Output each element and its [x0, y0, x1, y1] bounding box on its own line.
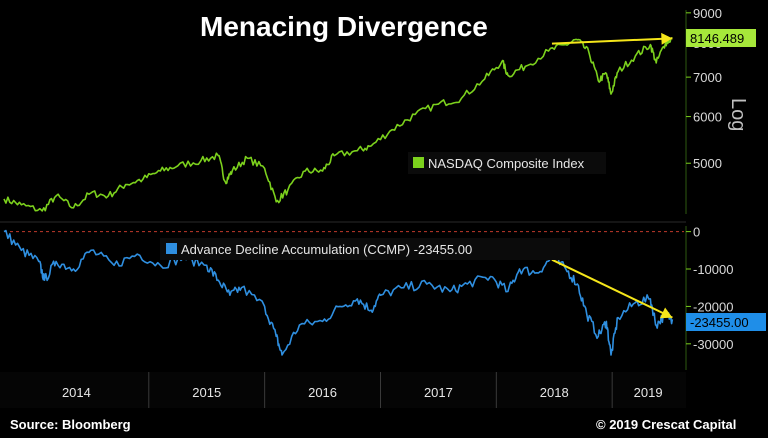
footer: Source: Bloomberg © 2019 Crescat Capital: [0, 410, 768, 438]
trend-arrow-shaft: [551, 258, 673, 319]
breadth-trend-arrow: [551, 258, 673, 319]
nasdaq-legend-label: NASDAQ Composite Index: [428, 156, 585, 171]
breadth-tick-label: -30000: [693, 337, 733, 352]
breadth-legend-swatch: [166, 243, 177, 254]
trend-arrow-head: [661, 32, 673, 45]
source-credit: Source: Bloomberg: [10, 417, 131, 432]
nasdaq-legend: NASDAQ Composite Index: [408, 152, 606, 174]
nasdaq-tick-label: 5000: [693, 156, 722, 171]
breadth-series-line: [3, 229, 674, 356]
nasdaq-legend-box: [408, 152, 606, 174]
trend-arrow-head: [659, 307, 673, 319]
breadth-tick-label: 0: [693, 225, 700, 240]
nasdaq-tick-label: 9000: [693, 6, 722, 21]
nasdaq-last-value-box: [686, 29, 756, 47]
year-label: 2016: [308, 385, 337, 400]
breadth-panel: 0 -10000 -20000 -30000 Advance Decline Accu…: [3, 225, 766, 370]
nasdaq-panel: Menacing Divergence 50006000700080009000…: [3, 6, 756, 214]
year-label: 2018: [540, 385, 569, 400]
year-label: 2015: [192, 385, 221, 400]
chart-title: Menacing Divergence: [200, 11, 488, 42]
nasdaq-last-value: 8146.489: [690, 31, 744, 46]
breadth-legend-label: Advance Decline Accumulation (CCMP) -234…: [181, 242, 472, 257]
breadth-y-axis: 0 -10000 -20000 -30000: [685, 225, 733, 370]
nasdaq-legend-swatch: [413, 157, 424, 168]
breadth-legend: Advance Decline Accumulation (CCMP) -234…: [160, 238, 570, 260]
time-axis-band: [0, 372, 686, 408]
time-axis: 2014 2015 2016 2017 2018 2019: [0, 372, 686, 408]
year-label: 2014: [62, 385, 91, 400]
year-label: 2017: [424, 385, 453, 400]
nasdaq-series-line: [3, 37, 673, 212]
breadth-tick-label: -20000: [693, 299, 733, 314]
log-scale-label: Log: [727, 98, 749, 131]
breadth-last-value-box: [686, 313, 766, 331]
nasdaq-trend-arrow: [551, 32, 673, 45]
trend-arrow-shaft: [551, 37, 673, 45]
breadth-last-value-badge: -23455.00: [686, 313, 766, 331]
breadth-last-value: -23455.00: [690, 315, 749, 330]
breadth-legend-box: [160, 238, 570, 260]
nasdaq-last-value-badge: 8146.489: [686, 29, 756, 47]
year-label: 2019: [634, 385, 663, 400]
copyright: © 2019 Crescat Capital: [596, 417, 736, 432]
year-labels: 2014 2015 2016 2017 2018 2019: [62, 385, 663, 400]
breadth-tick-label: -10000: [693, 262, 733, 277]
nasdaq-tick-label: 6000: [693, 110, 722, 125]
year-boundaries: [148, 372, 613, 408]
nasdaq-tick-label: 7000: [693, 70, 722, 85]
footer-band: [0, 410, 768, 438]
